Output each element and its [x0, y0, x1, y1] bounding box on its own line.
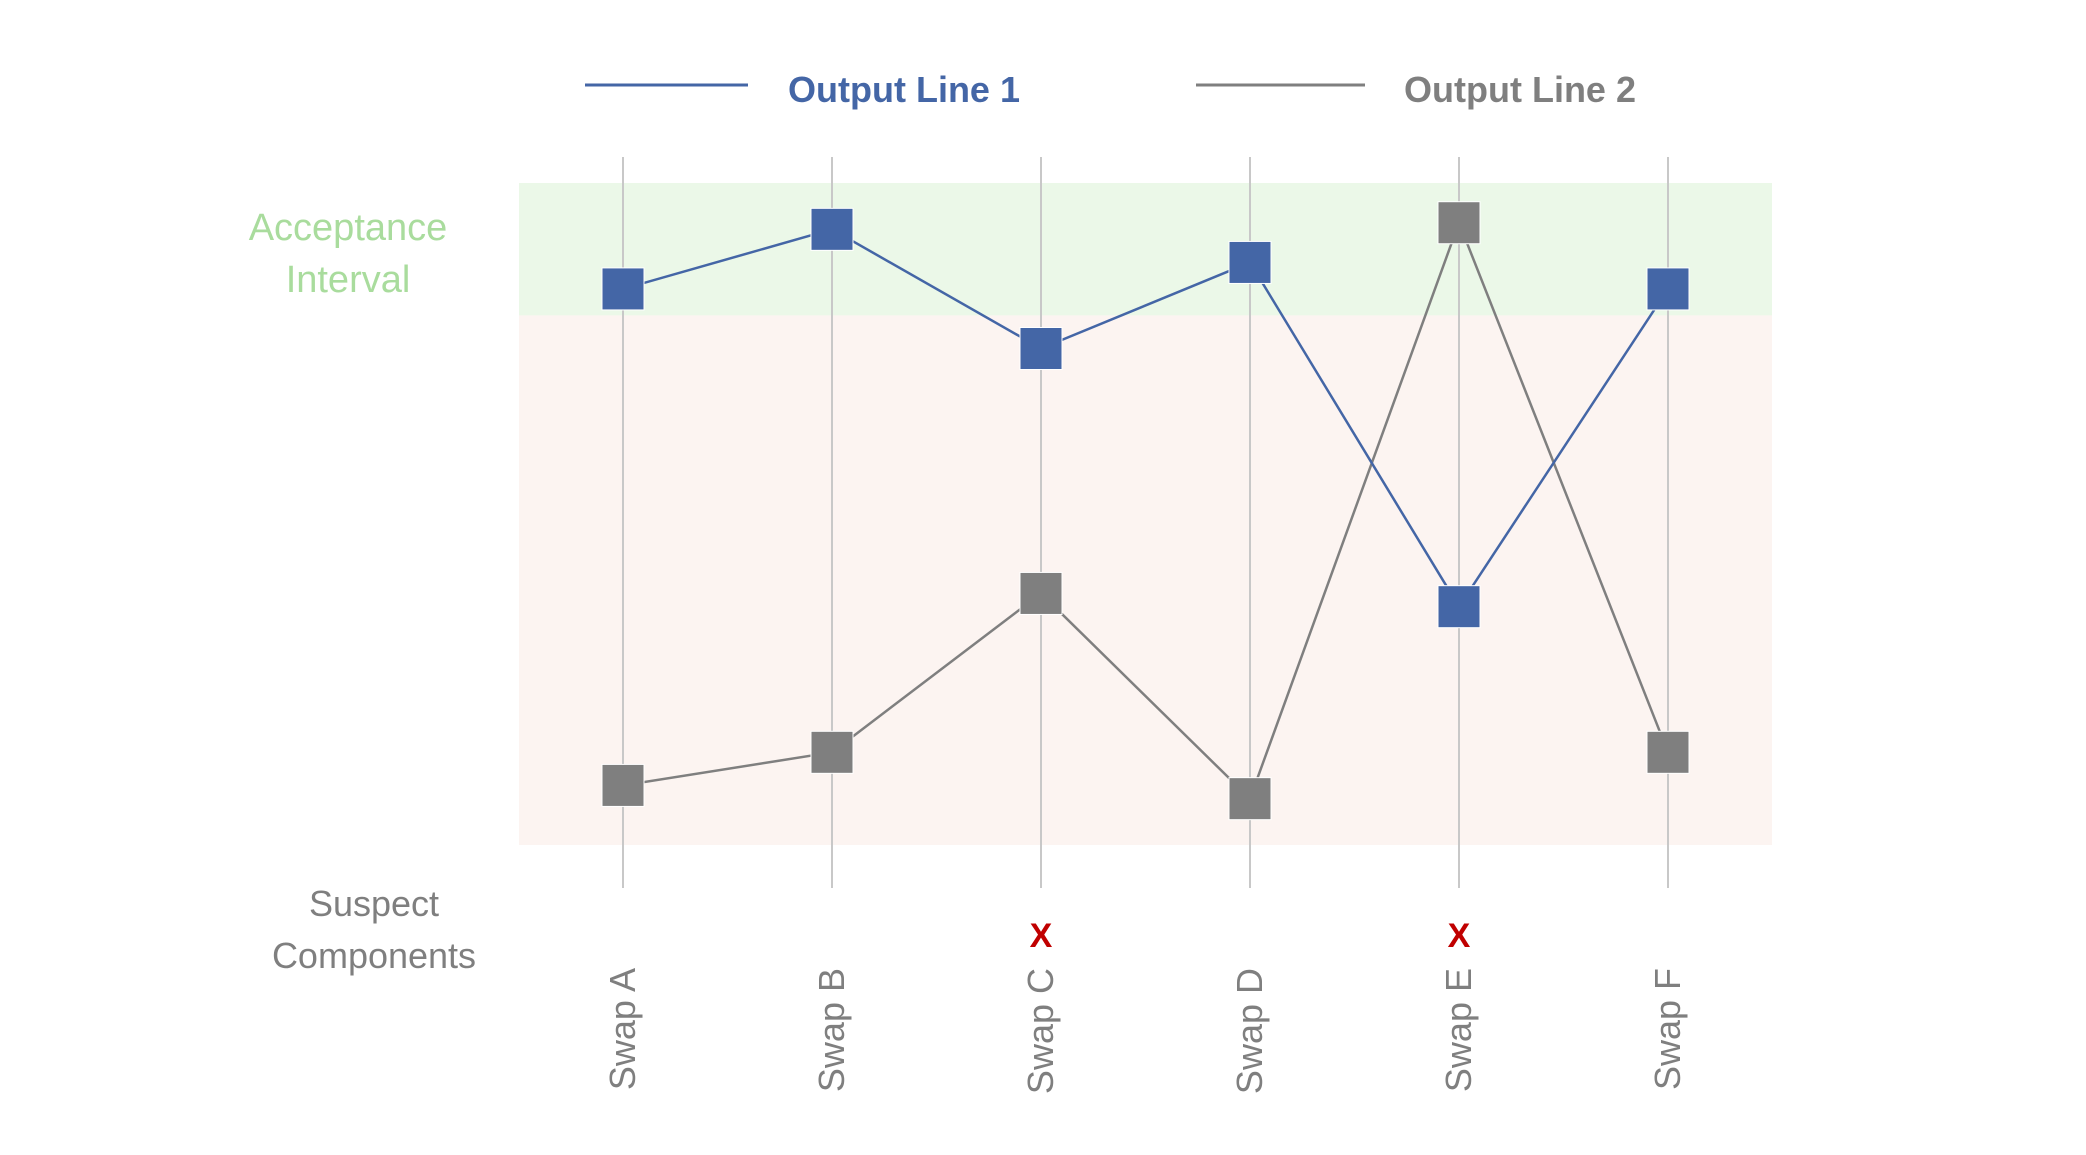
legend: Output Line 1 Output Line 2 [585, 69, 1636, 110]
tick-label-swap-d: Swap D [1229, 968, 1270, 1094]
series-lines [622, 221, 1670, 800]
tick-label-swap-c: Swap C [1020, 968, 1061, 1094]
series-line-output-line-1 [622, 228, 1670, 608]
marker-output-line-1-swap-d [1228, 240, 1272, 284]
failure-mark-swap-e: X [1448, 917, 1471, 955]
marker-output-line-2-swap-f [1646, 730, 1690, 774]
failure-mark-swap-c: X [1030, 917, 1053, 955]
suspect-components-label-line2: Components [272, 935, 476, 976]
x-tick-labels: Swap A Swap B Swap C Swap D Swap E Swap F [602, 968, 1688, 1094]
marker-output-line-1-swap-f [1646, 267, 1690, 311]
series-markers [601, 201, 1690, 821]
suspect-components-label-line1: Suspect [309, 883, 439, 924]
marker-output-line-1-swap-c [1019, 327, 1063, 370]
marker-output-line-2-swap-d [1228, 777, 1272, 821]
legend-label-output-line-2: Output Line 2 [1404, 69, 1636, 110]
acceptance-interval-label-line2: Interval [286, 259, 411, 301]
marker-output-line-1-swap-e [1437, 585, 1481, 629]
fail-region-band [519, 315, 1772, 845]
tick-label-swap-e: Swap E [1438, 968, 1479, 1092]
acceptance-interval-band [519, 183, 1772, 316]
series-line-output-line-2 [622, 221, 1670, 800]
legend-label-output-line-1: Output Line 1 [788, 69, 1020, 110]
marker-output-line-1-swap-a [601, 267, 645, 311]
tick-label-swap-b: Swap B [811, 968, 852, 1092]
marker-output-line-1-swap-b [810, 207, 854, 251]
marker-output-line-2-swap-b [810, 730, 854, 774]
tick-label-swap-f: Swap F [1647, 968, 1688, 1090]
marker-output-line-2-swap-a [601, 763, 645, 807]
acceptance-interval-label-line1: Acceptance [249, 207, 448, 249]
marker-output-line-2-swap-e [1437, 201, 1481, 245]
tick-label-swap-a: Swap A [602, 968, 643, 1090]
marker-output-line-2-swap-c [1019, 571, 1063, 615]
